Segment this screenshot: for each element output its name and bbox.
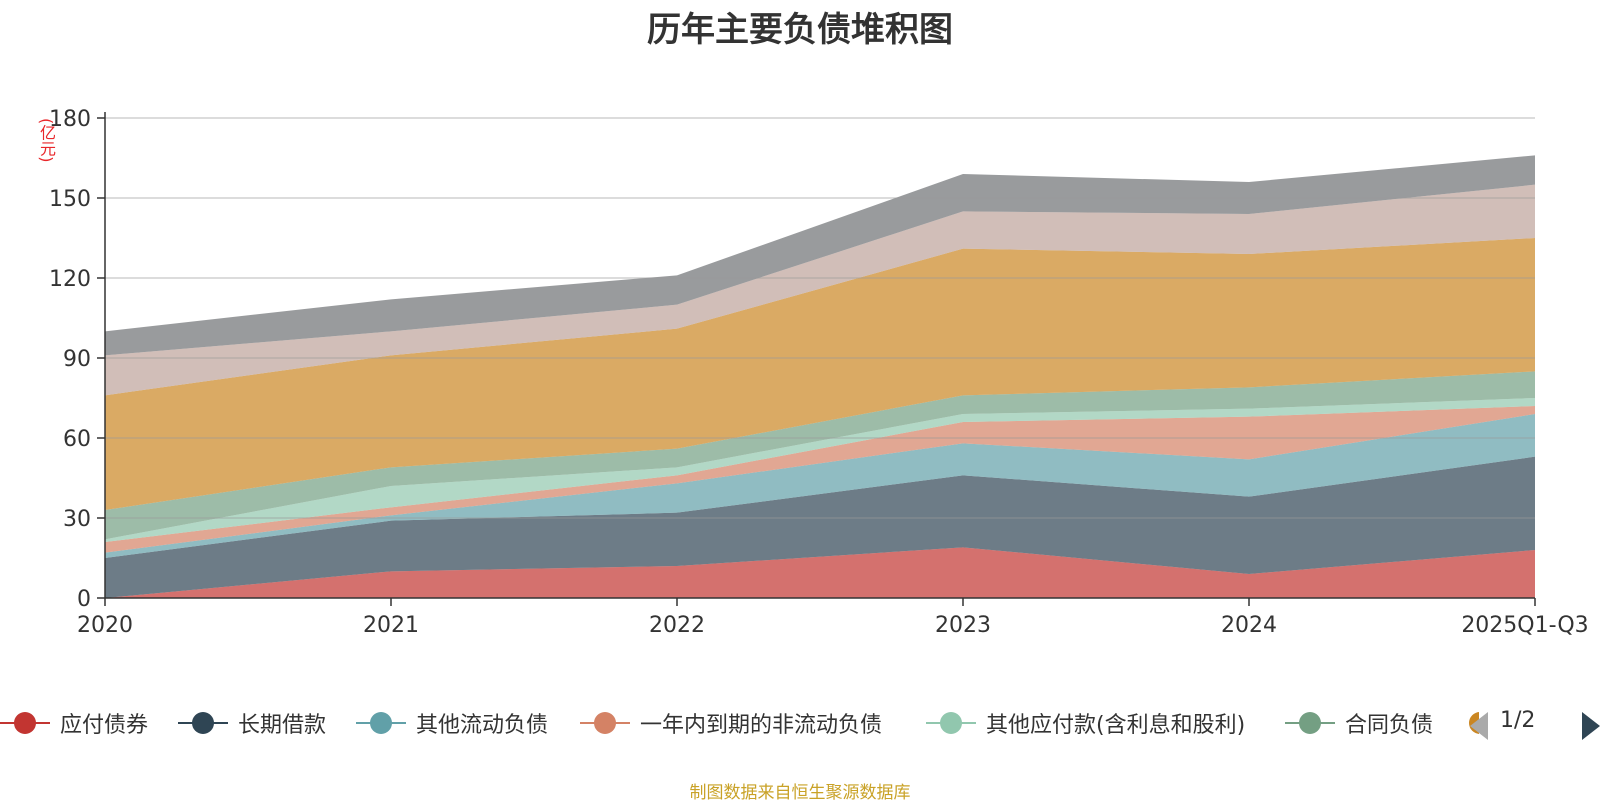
legend-pager: 1/2 <box>1470 706 1600 740</box>
y-tick-label: 180 <box>49 107 91 132</box>
y-tick-label: 60 <box>63 427 91 452</box>
y-tick-label: 0 <box>77 587 91 612</box>
x-tick-label: 2021 <box>363 613 419 638</box>
chart-title: 历年主要负债堆积图 <box>647 10 953 50</box>
legend-next-page-icon[interactable] <box>1582 712 1600 740</box>
legend-marker-icon <box>580 708 630 738</box>
y-tick-label: 150 <box>49 187 91 212</box>
area-series-2[interactable] <box>105 456 1535 598</box>
legend-page-indicator: 1/2 <box>1500 708 1536 733</box>
area-series-1[interactable] <box>105 547 1535 598</box>
x-tick-label: 2020 <box>77 613 133 638</box>
x-tick-label: 2024 <box>1221 613 1277 638</box>
area-series-3[interactable] <box>105 414 1535 558</box>
area-series-7[interactable] <box>105 238 1535 510</box>
x-tick-label: 2023 <box>935 613 991 638</box>
legend-item[interactable]: 合同负债 <box>1285 708 1433 738</box>
area-series-9[interactable] <box>105 155 1535 356</box>
y-tick-label: 90 <box>63 347 91 372</box>
legend: 应付债券 长期借款 其他流动负债 一年内到期的非流动负债 其他应付款(含利息和股利) 合同… <box>0 708 1600 738</box>
legend-item[interactable]: 长期借款 <box>178 708 326 738</box>
area-series-8[interactable] <box>105 184 1535 396</box>
stacked-area-chart: 0 30 60 90 120 150 180 2020 2021 2022 2023 2024 2025… <box>49 107 1589 638</box>
legend-item[interactable]: 其他应付款(含利息和股利) <box>926 708 1245 738</box>
legend-item[interactable]: 其他流动负债 <box>356 708 548 738</box>
legend-marker-icon <box>1285 708 1335 738</box>
area-series-4[interactable] <box>105 406 1535 553</box>
legend-item[interactable]: 应付债券 <box>0 708 148 738</box>
legend-marker-icon <box>178 708 228 738</box>
legend-marker-icon <box>926 708 976 738</box>
legend-label: 其他流动负债 <box>416 713 549 738</box>
y-tick-label: 120 <box>49 267 91 292</box>
legend-label: 合同负债 <box>1345 713 1434 738</box>
area-series-6[interactable] <box>105 371 1535 540</box>
legend-prev-page-icon[interactable] <box>1470 712 1488 740</box>
legend-marker-icon <box>0 708 50 738</box>
data-source-note: 制图数据来自恒生聚源数据库 <box>689 783 911 803</box>
legend-label: 长期借款 <box>238 713 327 738</box>
x-tick-label: 2025Q1-Q3 <box>1461 613 1588 638</box>
legend-marker-icon <box>356 708 406 738</box>
legend-label: 应付债券 <box>60 713 149 738</box>
x-tick-label: 2022 <box>649 613 705 638</box>
legend-label: 其他应付款(含利息和股利) <box>986 713 1246 738</box>
y-axis-unit: (亿元) <box>37 118 56 163</box>
y-tick-label: 30 <box>63 507 91 532</box>
legend-item[interactable]: 一年内到期的非流动负债 <box>580 708 882 738</box>
legend-label: 一年内到期的非流动负债 <box>640 713 883 738</box>
